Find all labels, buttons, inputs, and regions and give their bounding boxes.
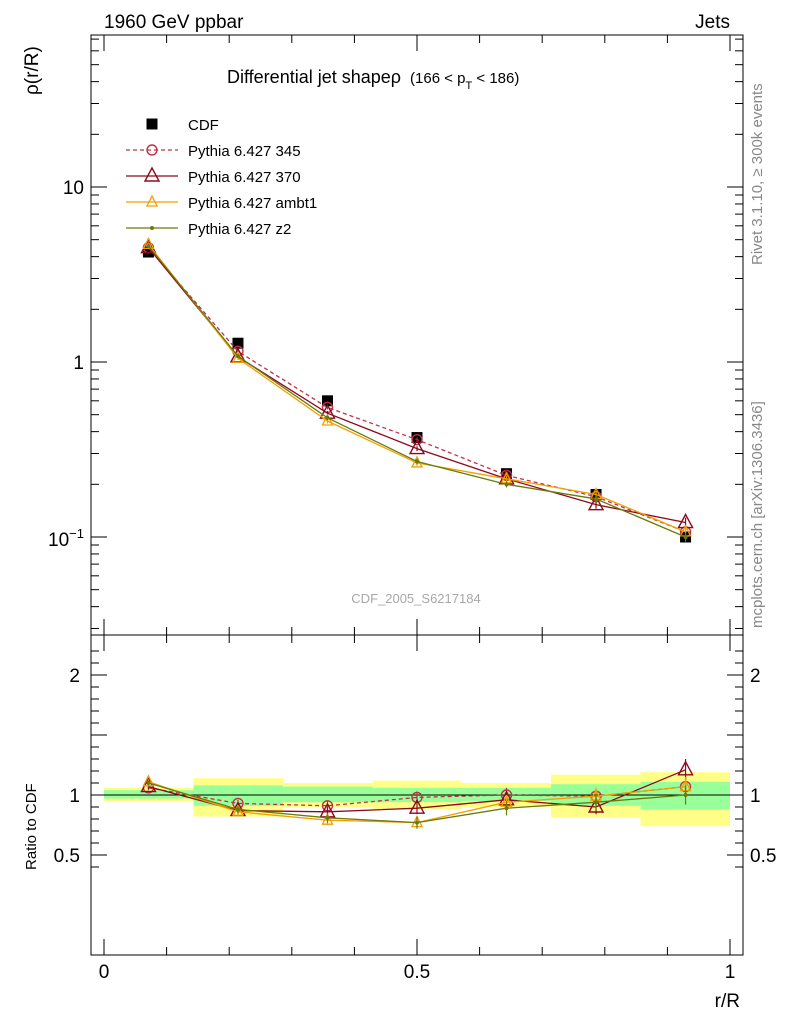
ratio-y-tick-label-right: 0.5 <box>750 846 776 867</box>
data-point-square <box>146 118 158 130</box>
legend: CDF Pythia 6.427 345 Pythia 6.427 370 Pythi… <box>126 117 317 238</box>
data-point-triangle <box>143 166 161 182</box>
data-point-dot <box>235 354 240 359</box>
data-point-small-triangle <box>142 236 155 250</box>
series-ambt1 <box>142 236 692 537</box>
plot-title-cut-sub: T <box>466 80 473 92</box>
plot-title: Differential jet shapeρ (166 < pT < 186) <box>227 67 519 92</box>
data-point-circle <box>411 433 423 446</box>
data-point-dot <box>235 807 240 812</box>
header-left: 1960 GeV ppbar <box>104 12 244 33</box>
data-point-triangle <box>408 439 426 455</box>
legend-label: CDF <box>188 117 219 134</box>
plot-title-main: Differential jet shapeρ <box>227 67 401 87</box>
analysis-watermark: CDF_2005_S6217184 <box>351 591 480 606</box>
data-point-dot <box>415 459 419 464</box>
legend-label: Pythia 6.427 ambt1 <box>188 195 317 212</box>
data-point-small-triangle <box>321 413 334 426</box>
band-inner <box>193 785 284 806</box>
data-point-square <box>321 395 333 407</box>
data-point-small-triangle <box>231 804 245 817</box>
x-tick-label: 0 <box>99 962 110 983</box>
series-CDF <box>142 246 692 543</box>
data-point-triangle <box>587 797 605 813</box>
plot-title-cut-end: < 186) <box>472 70 519 87</box>
mcplots-label: mcplots.cern.ch [arXiv:1306.3436] <box>749 401 766 628</box>
data-point-triangle <box>677 513 694 529</box>
data-point-dot <box>325 815 330 820</box>
data-point-triangle <box>587 495 605 511</box>
ratio-panel-series <box>140 759 694 829</box>
legend-label: Pythia 6.427 z2 <box>188 221 291 238</box>
data-point-triangle <box>677 760 694 776</box>
data-point-dot <box>683 793 688 797</box>
series-line-z2 <box>147 245 686 538</box>
data-point-square <box>232 337 244 349</box>
data-point-small-triangle <box>321 812 334 825</box>
ratio-y-tick-label: 0.5 <box>54 846 80 867</box>
main-y-axis-label: ρ(r/R) <box>22 46 43 95</box>
x-tick-label: 1 <box>725 962 736 983</box>
ratio-y-axis-label: Ratio to CDF <box>23 783 40 870</box>
ratio-y-tick-label: 1 <box>69 786 80 807</box>
series-z2 <box>146 780 688 829</box>
y-tick-label-base: 10 <box>63 178 84 199</box>
data-point-small-triangle <box>145 194 159 207</box>
y-tick-label-base: 10 <box>48 530 69 551</box>
data-point-dot <box>683 535 688 539</box>
data-point-dot <box>146 244 151 249</box>
data-point-dot <box>504 482 509 487</box>
series-line-p370 <box>147 247 686 524</box>
ratio-y-tick-label-right: 2 <box>750 666 761 687</box>
y-tick-label: 10 <box>63 178 84 199</box>
data-point-triangle <box>408 798 426 814</box>
plot-title-cut: (166 < p <box>410 70 465 87</box>
data-point-dot <box>594 496 599 501</box>
legend-label: Pythia 6.427 370 <box>188 169 301 186</box>
y-tick-label: 10−1 <box>48 526 84 551</box>
y-tick-label-base: 1 <box>73 353 84 374</box>
data-point-dot <box>325 415 330 420</box>
y-tick-label-exponent: −1 <box>69 526 84 541</box>
ratio-y-tick-label-right: 1 <box>750 786 761 807</box>
series-p345 <box>142 241 692 538</box>
data-point-dot <box>594 800 599 805</box>
band-inner <box>104 790 194 799</box>
data-point-dot <box>415 820 419 825</box>
x-axis-label: r/R <box>715 991 740 1012</box>
ratio-y-tick-label: 2 <box>69 666 80 687</box>
ratio-panel-frame <box>90 634 744 956</box>
main-panel-series <box>140 236 694 543</box>
data-point-dot <box>150 226 154 230</box>
data-point-triangle <box>140 777 157 793</box>
legend-label: Pythia 6.427 345 <box>188 143 301 160</box>
rivet-label: Rivet 3.1.10, ≥ 300k events <box>749 83 766 265</box>
data-point-small-triangle <box>142 774 155 787</box>
data-point-circle <box>146 144 158 156</box>
series-line-ambt1 <box>147 243 686 533</box>
header-right: Jets <box>695 12 730 33</box>
data-point-dot <box>146 781 151 785</box>
y-tick-label: 1 <box>73 353 84 374</box>
series-z2 <box>146 244 688 542</box>
x-tick-label: 0.5 <box>404 962 430 983</box>
data-point-dot <box>504 806 509 811</box>
series-line-p345 <box>147 247 686 533</box>
band-inner <box>283 786 373 803</box>
series-p370 <box>140 238 694 529</box>
